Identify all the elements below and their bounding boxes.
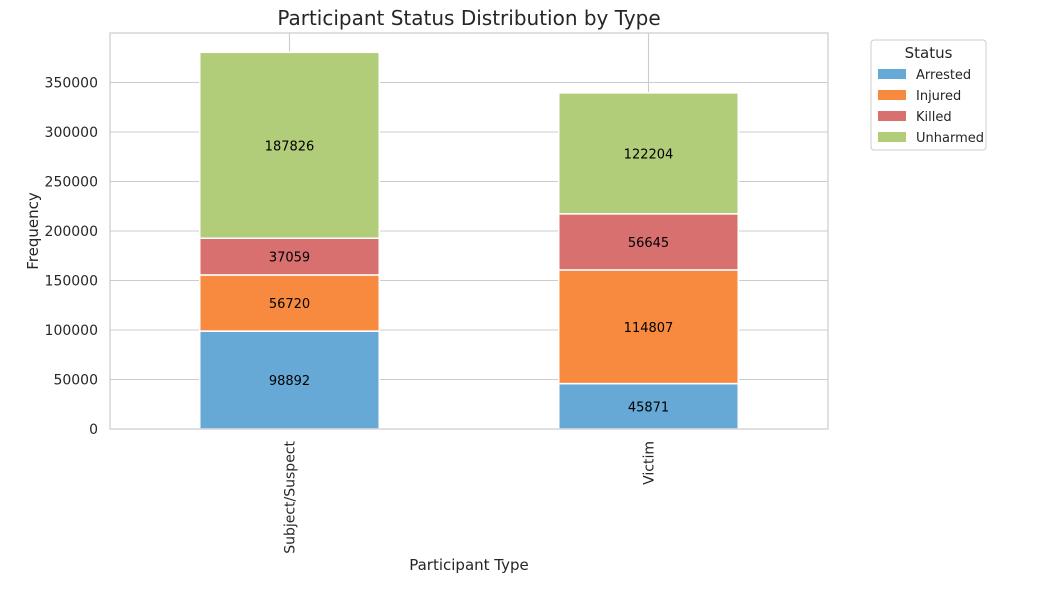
y-axis-ticks: 0 50000 100000 150000 200000 250000 300000 3500… xyxy=(45,76,98,439)
y-axis-label: Frequency xyxy=(24,192,42,270)
legend-swatch-arrested xyxy=(878,69,906,79)
y-tick-label: 350000 xyxy=(45,76,98,92)
data-label: 187826 xyxy=(265,139,315,154)
y-tick-label: 100000 xyxy=(45,323,98,339)
y-tick-label: 200000 xyxy=(45,224,98,240)
data-label: 122204 xyxy=(624,147,674,162)
bar-segment-killed xyxy=(199,237,380,276)
legend-frame xyxy=(870,39,987,151)
x-axis-ticks: Subject/Suspect Victim xyxy=(283,440,658,553)
legend: Status Arrested Injured Killed Unharmed xyxy=(870,39,987,151)
bar-segment-unharmed xyxy=(199,51,380,240)
y-tick-label: 250000 xyxy=(45,175,98,191)
legend-label-killed: Killed xyxy=(916,110,952,125)
chart-title: Participant Status Distribution by Type xyxy=(277,6,660,30)
x-tick-label: Victim xyxy=(642,441,658,485)
x-axis-label: Participant Type xyxy=(409,556,529,574)
data-label: 114807 xyxy=(624,321,674,336)
bar-segment-unharmed xyxy=(558,92,739,215)
data-label: 37059 xyxy=(269,251,310,266)
y-tick-label: 0 xyxy=(89,422,98,438)
y-tick-label: 300000 xyxy=(45,125,98,141)
legend-label-arrested: Arrested xyxy=(916,68,971,83)
data-label: 45871 xyxy=(628,400,669,415)
legend-label-unharmed: Unharmed xyxy=(916,131,984,146)
bars xyxy=(199,51,739,430)
bar-segment-arrested xyxy=(558,382,739,430)
data-label: 56645 xyxy=(628,236,669,251)
x-tick-label: Subject/Suspect xyxy=(283,440,299,553)
legend-swatch-injured xyxy=(878,90,906,100)
bar-segment-killed xyxy=(558,213,739,271)
plot-frame xyxy=(109,32,829,430)
legend-title: Status xyxy=(905,44,953,62)
bar-segment-injured xyxy=(558,269,739,385)
bar-segment-injured xyxy=(199,274,380,332)
bar-segment-arrested xyxy=(199,330,380,430)
y-tick-label: 50000 xyxy=(53,373,98,389)
y-tick-label: 150000 xyxy=(45,274,98,290)
data-label: 56720 xyxy=(269,297,310,312)
legend-items: Arrested Injured Killed Unharmed xyxy=(878,68,984,146)
legend-swatch-killed xyxy=(878,111,906,121)
legend-swatch-unharmed xyxy=(878,132,906,142)
legend-label-injured: Injured xyxy=(916,89,961,104)
data-labels: 98892 56720 37059 187826 45871 114807 56645 122… xyxy=(265,139,674,415)
data-label: 98892 xyxy=(269,374,310,389)
